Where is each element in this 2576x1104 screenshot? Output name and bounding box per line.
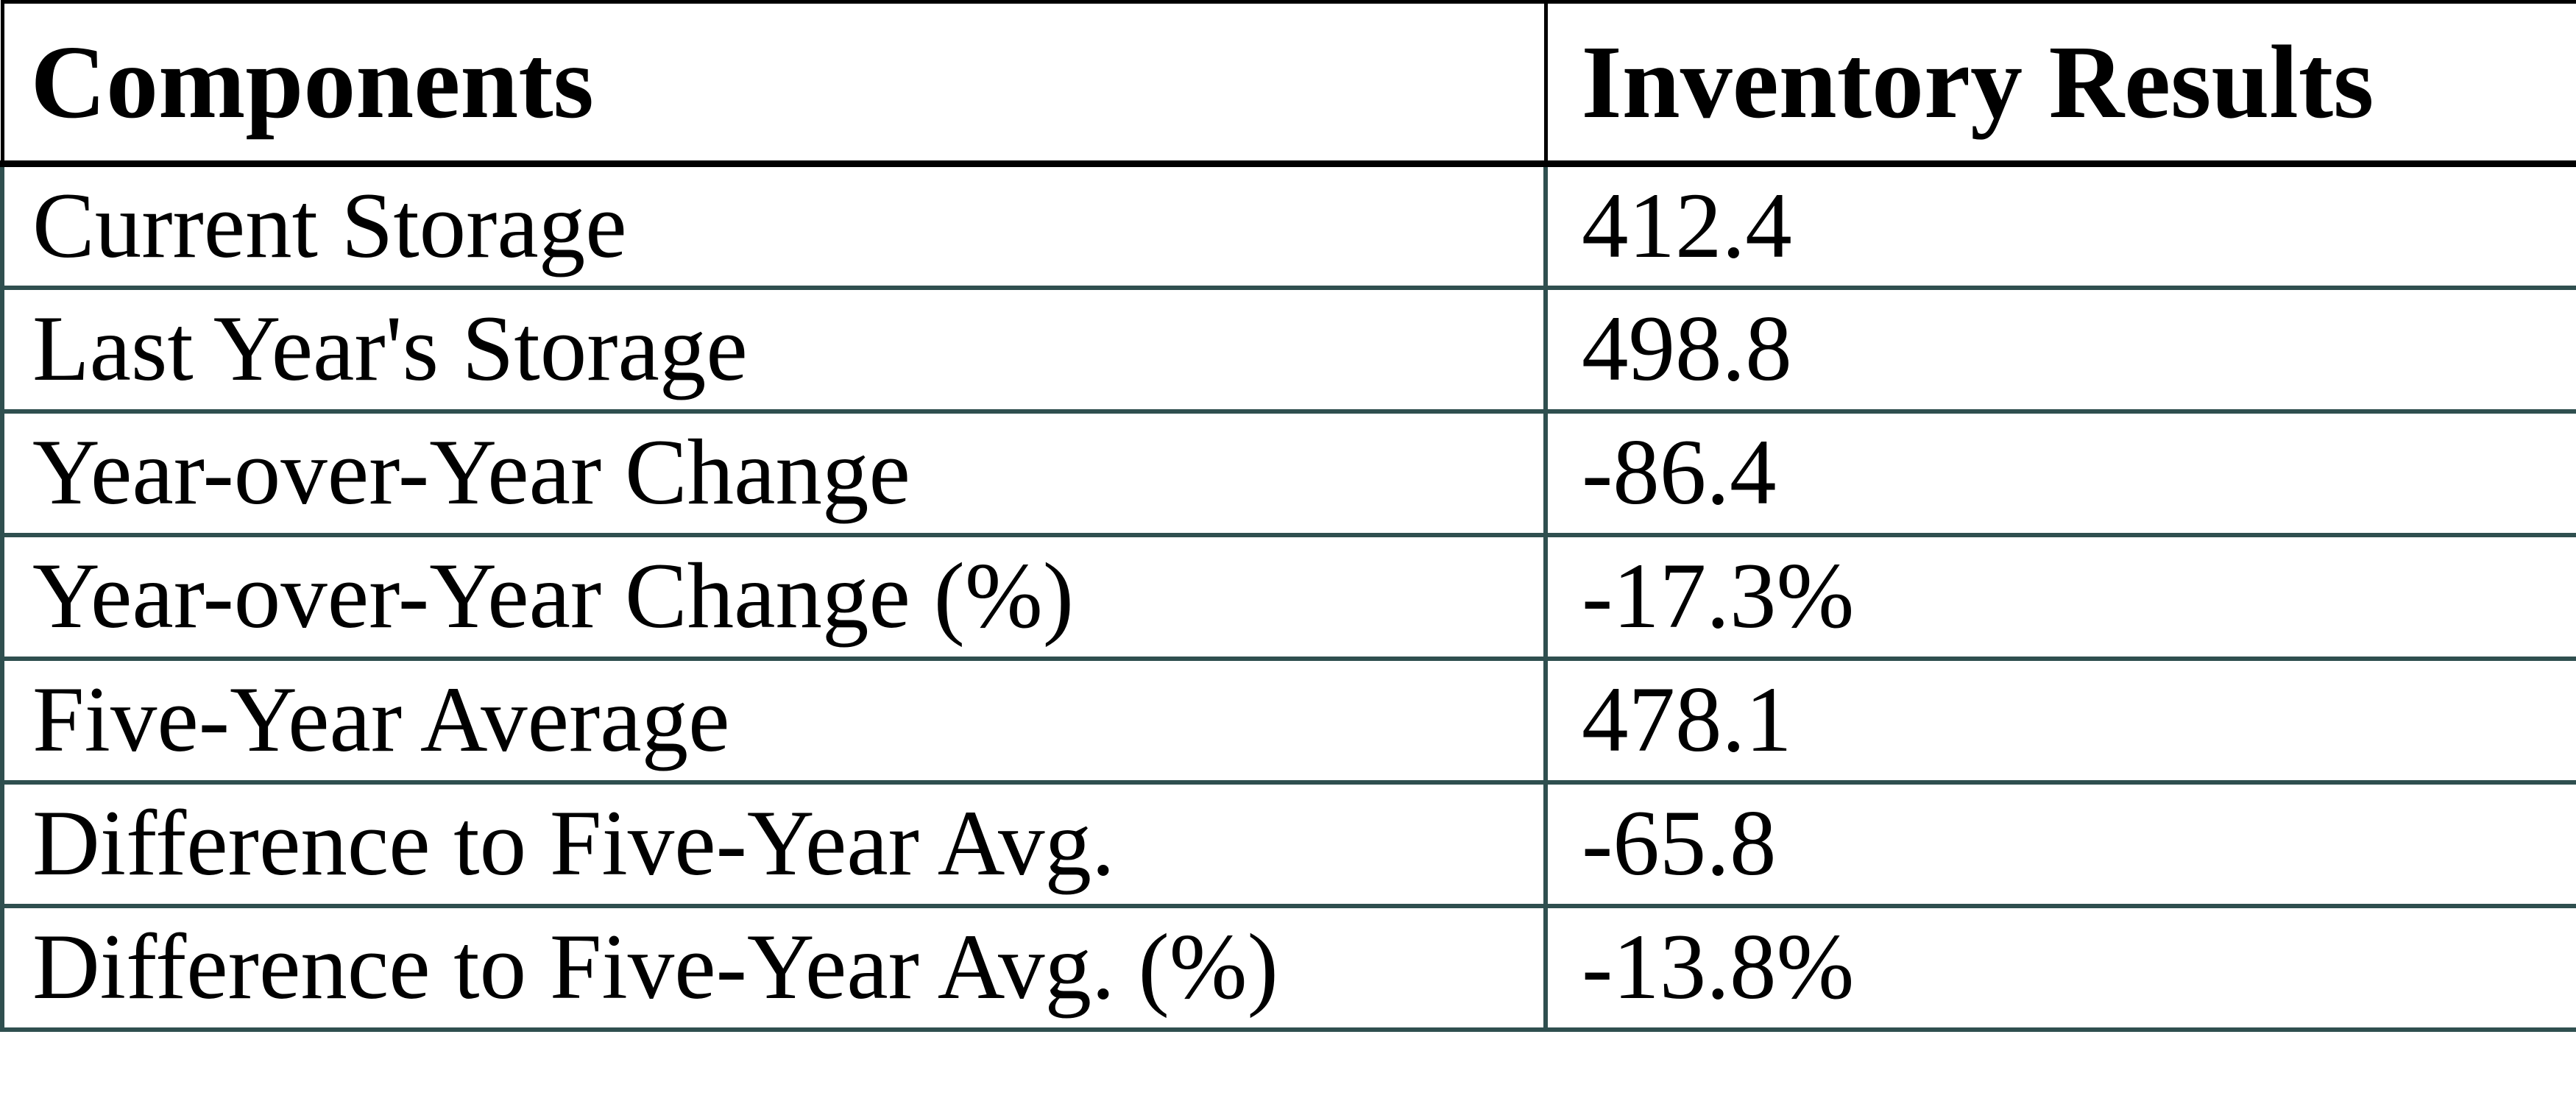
row-value-current-storage: 412.4 (1543, 161, 2576, 290)
row-value-diff-five-year-avg-pct: -13.8% (1543, 903, 2576, 1032)
inventory-results-table: Components Inventory Results Current Sto… (0, 0, 2576, 1032)
table-row: Five-Year Average 478.1 (0, 656, 2576, 785)
row-label-current-storage: Current Storage (0, 161, 1548, 290)
table-row: Year-over-Year Change -86.4 (0, 408, 2576, 537)
table-row: Year-over-Year Change (%) -17.3% (0, 532, 2576, 661)
table-row: Difference to Five-Year Avg. (%) -13.8% (0, 903, 2576, 1032)
table-row: Last Year's Storage 498.8 (0, 285, 2576, 414)
table-header: Components Inventory Results (0, 0, 2576, 167)
row-value-diff-five-year-avg: -65.8 (1543, 779, 2576, 908)
column-header-inventory-results: Inventory Results (1543, 0, 2576, 167)
row-label-diff-five-year-avg: Difference to Five-Year Avg. (0, 779, 1548, 908)
row-label-last-years-storage: Last Year's Storage (0, 285, 1548, 414)
row-value-last-years-storage: 498.8 (1543, 285, 2576, 414)
row-value-yoy-change: -86.4 (1543, 408, 2576, 537)
row-label-diff-five-year-avg-pct: Difference to Five-Year Avg. (%) (0, 903, 1548, 1032)
table-row: Difference to Five-Year Avg. -65.8 (0, 779, 2576, 908)
table-body: Current Storage 412.4 Last Year's Storag… (0, 161, 2576, 1032)
table-row: Current Storage 412.4 (0, 161, 2576, 290)
row-value-yoy-change-pct: -17.3% (1543, 532, 2576, 661)
row-label-five-year-average: Five-Year Average (0, 656, 1548, 785)
row-value-five-year-average: 478.1 (1543, 656, 2576, 785)
header-row: Components Inventory Results (0, 0, 2576, 167)
column-header-components: Components (0, 0, 1548, 167)
row-label-yoy-change: Year-over-Year Change (0, 408, 1548, 537)
row-label-yoy-change-pct: Year-over-Year Change (%) (0, 532, 1548, 661)
